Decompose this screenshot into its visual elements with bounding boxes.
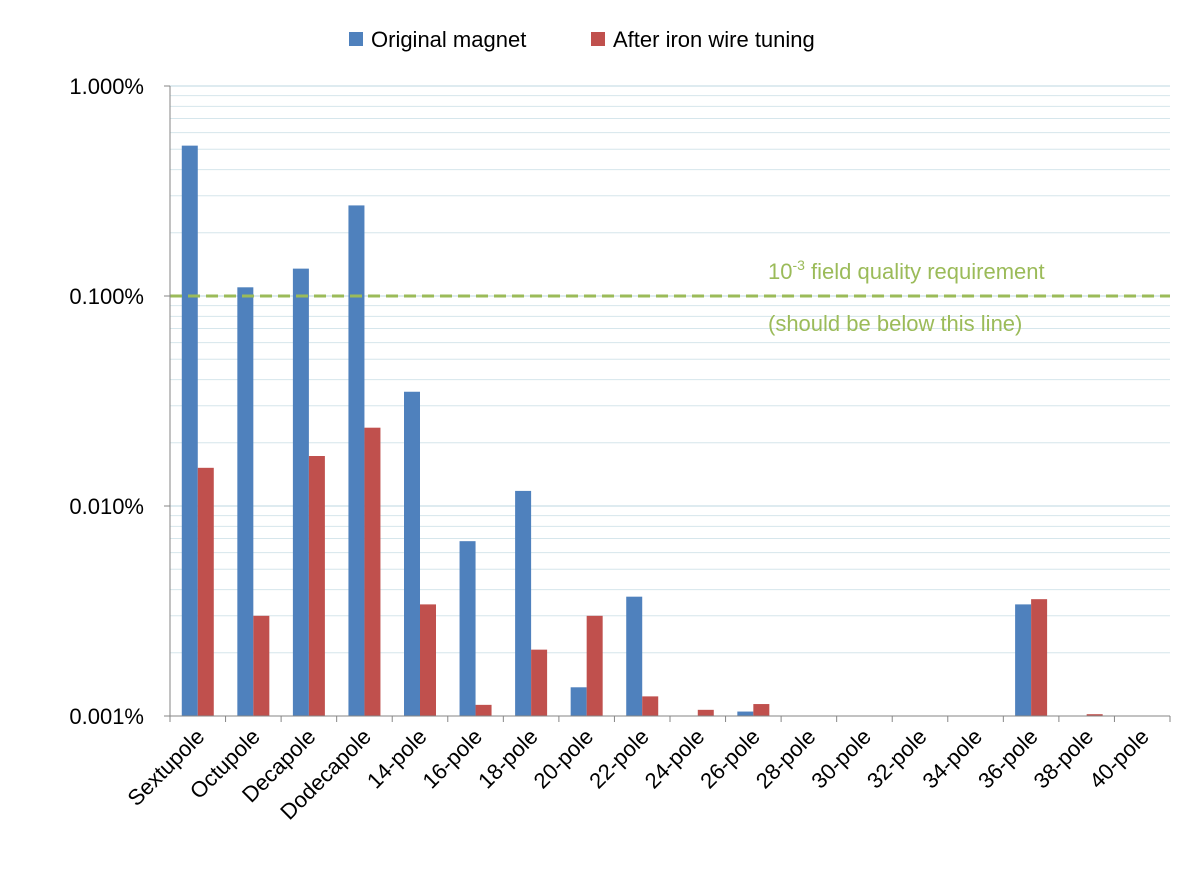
bar-tuned-sextupole [197,467,214,716]
requirement-label: 10-3 field quality requirement [768,257,1045,284]
bar-original-dodecapole [348,205,365,716]
bar-tuned-dodecapole [364,427,381,716]
x-tick-label: 34-pole [918,724,988,794]
x-tick-label: 14-pole [362,724,432,794]
x-tick-label: 26-pole [695,724,765,794]
bar-original-16-pole [459,541,476,716]
bar-tuned-24-pole [697,709,714,716]
y-tick-label: 0.100% [69,284,144,309]
gridlines [170,85,1170,717]
bar-original-sextupole [181,145,198,717]
bar-original-decapole [292,268,309,716]
bars [181,145,1103,717]
legend-swatch-tuned [591,32,605,46]
bar-original-36-pole [1015,604,1032,716]
bar-original-26-pole [737,711,754,716]
bar-tuned-14-pole [420,604,436,716]
legend-swatch-original [349,32,363,46]
requirement-label-exponent: -3 [792,257,805,273]
bar-original-18-pole [515,490,532,716]
bar-tuned-18-pole [531,649,548,716]
bar-tuned-octupole [253,615,270,716]
x-tick-label: 18-pole [473,724,543,794]
requirement-sublabel: (should be below this line) [768,311,1022,336]
y-tick-label: 0.010% [69,494,144,519]
x-tick-label: 22-pole [584,724,654,794]
axes [169,86,1171,722]
x-tick-label: 40-pole [1084,724,1154,794]
legend-label-tuned: After iron wire tuning [613,27,815,52]
y-tick-label: 1.000% [69,74,144,99]
bar-tuned-36-pole [1031,599,1048,716]
x-tick-label: 30-pole [806,724,876,794]
bar-tuned-22-pole [642,696,659,716]
x-tick-label: 32-pole [862,724,932,794]
x-tick-label: 16-pole [418,724,488,794]
bar-original-22-pole [626,596,643,716]
y-axis-ticks: 1.000% 0.100% 0.010% 0.001% [69,74,170,729]
x-tick-label: 28-pole [751,724,821,794]
x-tick-label: 36-pole [973,724,1043,794]
bar-tuned-16-pole [475,704,492,716]
y-tick-label: 0.001% [69,704,144,729]
legend: Original magnet After iron wire tuning [349,27,815,52]
x-axis-ticks: SextupoleOctupoleDecapoleDodecapole14-po… [122,724,1153,825]
bar-tuned-38-pole [1086,714,1103,716]
bar-tuned-20-pole [586,615,603,716]
bar-original-20-pole [570,687,587,716]
bar-original-octupole [237,287,254,716]
bar-tuned-decapole [308,456,325,716]
bar-tuned-26-pole [753,704,770,716]
bar-original-14-pole [404,391,420,716]
x-tick-label: 38-pole [1029,724,1099,794]
x-tick-label: 24-pole [640,724,710,794]
x-tick-label: 20-pole [529,724,599,794]
legend-label-original: Original magnet [371,27,526,52]
